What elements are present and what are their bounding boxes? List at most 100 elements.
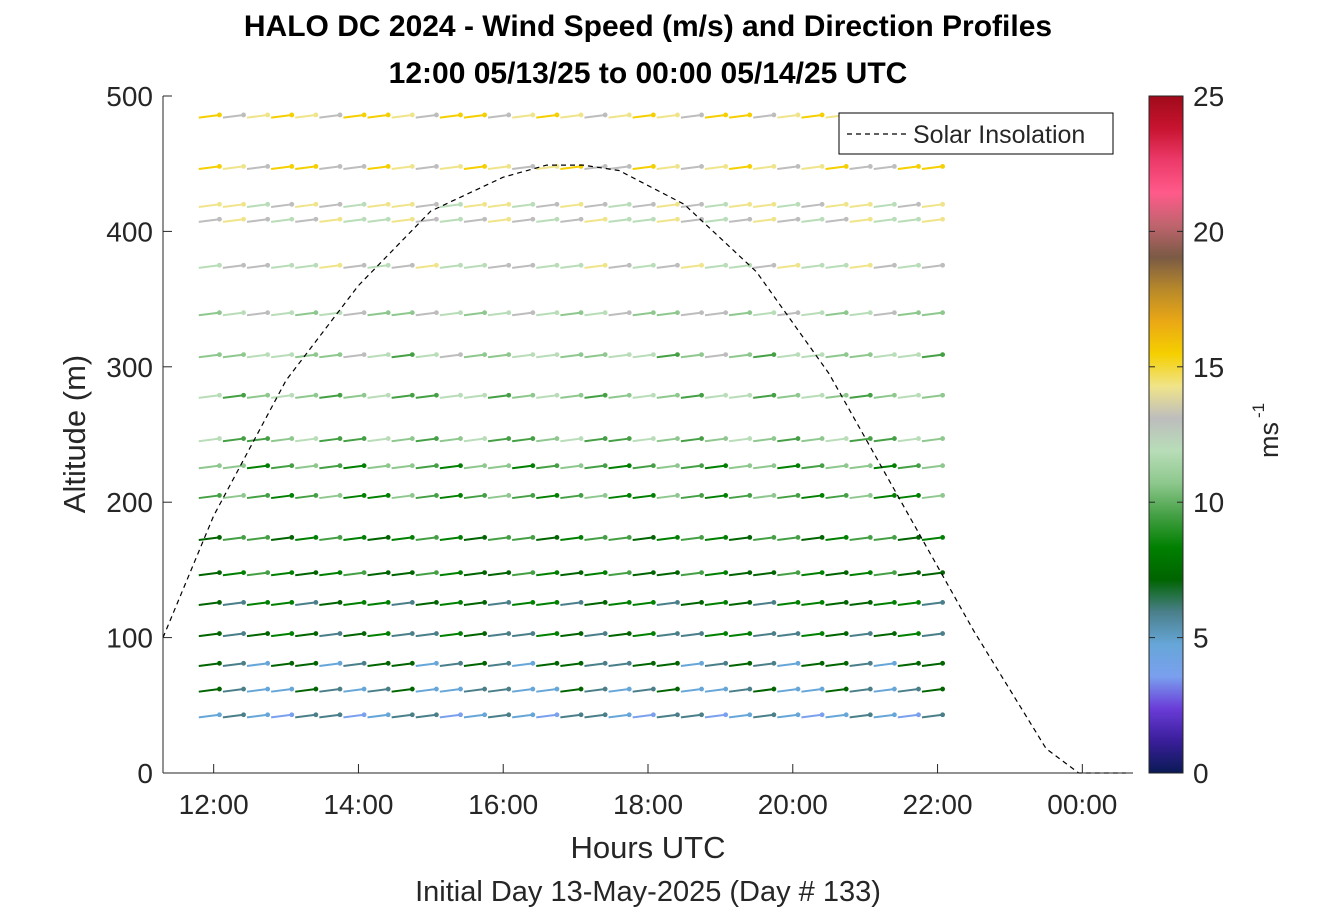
wind-barb xyxy=(415,660,439,667)
wind-barb-dot xyxy=(892,436,897,441)
wind-barb-shaft xyxy=(391,464,413,470)
wind-barb-shaft xyxy=(512,353,533,359)
wind-barb xyxy=(512,660,536,667)
wind-barb xyxy=(367,352,391,359)
wind-barb-dot xyxy=(819,712,825,718)
wind-barb xyxy=(921,463,946,470)
wind-barb-dot xyxy=(241,436,246,441)
wind-barb-shaft xyxy=(704,203,726,208)
wind-barb xyxy=(367,493,391,500)
wind-barb xyxy=(849,686,873,693)
wind-barb-shaft xyxy=(825,601,847,607)
wind-barb-shaft xyxy=(704,601,726,607)
wind-barb-shaft xyxy=(415,394,437,399)
wind-barb-shaft xyxy=(560,536,582,542)
wind-barb-shaft xyxy=(560,203,582,208)
wind-barb-shaft xyxy=(512,203,533,208)
wind-barb-dot xyxy=(434,262,439,268)
wind-barb-shaft xyxy=(656,601,678,607)
wind-barb xyxy=(704,310,729,317)
wind-barb-dot xyxy=(337,535,343,540)
wind-barb-shaft xyxy=(873,203,895,208)
wind-barb-dot xyxy=(313,436,319,441)
wind-barb-shaft xyxy=(512,165,533,171)
wind-barb-shaft xyxy=(921,165,943,171)
wind-barb xyxy=(584,436,608,443)
wind-barb xyxy=(921,310,946,317)
wind-barb xyxy=(391,216,415,223)
wind-barb-dot xyxy=(771,262,777,268)
wind-barb-shaft xyxy=(367,632,389,638)
wind-barb xyxy=(270,712,295,719)
wind-barb-shaft xyxy=(319,662,341,667)
wind-barb-dot xyxy=(530,262,536,268)
wind-barb-dot xyxy=(458,631,463,636)
wind-barb-dot xyxy=(217,352,222,358)
wind-barb xyxy=(849,352,873,359)
wind-barb-shaft xyxy=(632,464,654,470)
wind-barb-shaft xyxy=(270,311,292,317)
wind-barb-shaft xyxy=(728,437,750,443)
wind-barb xyxy=(319,463,343,470)
wind-barb xyxy=(656,164,680,171)
wind-barb xyxy=(367,310,391,317)
wind-barb-shaft xyxy=(777,113,799,119)
wind-barb xyxy=(680,112,704,119)
wind-barb-shaft xyxy=(560,165,582,171)
wind-barb-dot xyxy=(867,262,873,268)
wind-barb-dot xyxy=(385,164,391,169)
wind-barb-shaft xyxy=(343,494,365,500)
wind-barb-shaft xyxy=(753,311,775,317)
wind-barb-shaft xyxy=(753,688,775,693)
wind-barb-dot xyxy=(723,463,729,469)
wind-barb-dot xyxy=(747,164,753,169)
wind-barb xyxy=(415,463,439,470)
wind-barb xyxy=(584,712,608,719)
wind-barb xyxy=(319,535,343,542)
wind-barb xyxy=(198,712,222,719)
wind-barb-dot xyxy=(675,463,680,469)
wind-barb-dot xyxy=(699,392,704,398)
wind-barb-dot xyxy=(940,216,946,222)
wind-barb-dot xyxy=(506,570,512,576)
wind-barb xyxy=(270,436,295,443)
wind-barb xyxy=(921,201,946,208)
wind-barb xyxy=(439,570,463,577)
wind-barb-shaft xyxy=(728,311,750,317)
wind-barb-dot xyxy=(940,310,946,316)
wind-barb-shaft xyxy=(704,394,726,399)
wind-barb xyxy=(680,660,704,667)
wind-barb-shaft xyxy=(560,394,582,399)
wind-barb-dot xyxy=(530,463,536,469)
wind-barb-shaft xyxy=(825,536,847,542)
wind-barb xyxy=(656,216,680,223)
wind-barb-dot xyxy=(289,631,295,636)
wind-barb-dot xyxy=(675,310,680,316)
wind-barb-dot xyxy=(337,112,343,118)
wind-barb-shaft xyxy=(487,353,509,359)
wind-barb xyxy=(680,570,704,577)
wind-barb-shaft xyxy=(777,165,799,171)
wind-barb-dot xyxy=(241,599,246,605)
wind-barb xyxy=(246,436,271,443)
wind-barb xyxy=(753,352,777,359)
wind-barb xyxy=(463,352,488,359)
wind-barb xyxy=(584,660,608,667)
wind-barb xyxy=(873,493,897,500)
wind-barb xyxy=(246,712,271,719)
wind-barb-dot xyxy=(867,201,873,207)
wind-barb xyxy=(632,164,656,171)
wind-barb-shaft xyxy=(222,601,244,607)
wind-barb xyxy=(704,392,729,399)
wind-barb-dot xyxy=(409,164,415,169)
x-tick-label: 18:00 xyxy=(613,789,683,820)
wind-barb-shaft xyxy=(801,494,823,500)
wind-barb xyxy=(753,493,777,500)
wind-barb-shaft xyxy=(415,311,437,317)
wind-barb-shaft xyxy=(680,464,702,470)
wind-barb xyxy=(222,436,246,443)
wind-barb xyxy=(295,201,319,208)
wind-barb xyxy=(704,352,729,359)
wind-barb xyxy=(656,712,680,719)
wind-barb-dot xyxy=(819,112,825,118)
